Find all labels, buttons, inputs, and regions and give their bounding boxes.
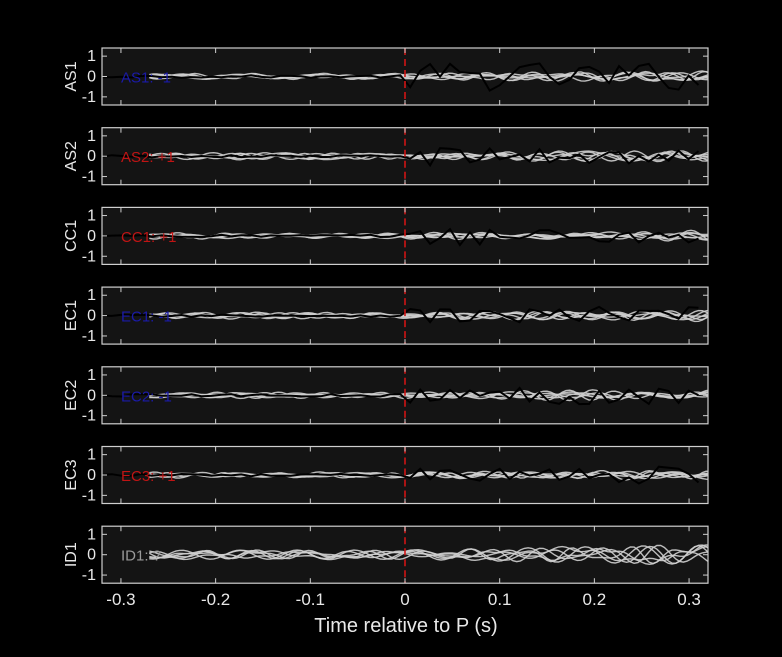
waveform-trace — [102, 386, 699, 406]
station-axis-label: EC1 — [63, 300, 80, 331]
station-axis-label: ID1 — [63, 542, 80, 567]
ensemble-trace — [149, 544, 708, 565]
y-tick-label: 1 — [87, 128, 96, 145]
x-tick-label: 0.2 — [583, 590, 607, 609]
x-tick-label: 0.1 — [488, 590, 512, 609]
x-tick-label: 0.3 — [677, 590, 701, 609]
y-tick-label: 1 — [87, 48, 96, 65]
y-tick-label: -1 — [82, 169, 96, 186]
polarity-label: EC1: -1 — [121, 309, 172, 326]
ensemble-trace — [149, 150, 708, 163]
waveform-trace — [102, 62, 700, 92]
y-tick-label: -1 — [82, 487, 96, 504]
x-tick-label: -0.1 — [296, 590, 325, 609]
ensemble-trace — [148, 544, 708, 565]
y-tick-label: -1 — [82, 248, 96, 265]
x-axis: -0.3 -0.2 -0.1 0 0.1 0.2 0.3 — [106, 590, 701, 609]
y-tick-label: 1 — [87, 367, 96, 384]
polarity-label: AS1: -1 — [121, 70, 171, 87]
x-axis-label: Time relative to P (s) — [314, 615, 497, 637]
waveform-trace — [102, 465, 700, 485]
y-tick-label: 0 — [87, 69, 96, 86]
waveform-trace — [102, 305, 699, 324]
station-axis-label: EC3 — [63, 459, 80, 490]
ensemble-trace — [149, 544, 708, 565]
y-tick-label: 0 — [87, 387, 96, 404]
x-tick-label: 0 — [400, 590, 409, 609]
station-axis-label: EC2 — [63, 380, 80, 411]
y-tick-label: -1 — [82, 89, 96, 106]
y-tick-label: -1 — [82, 328, 96, 345]
station-axis-label: AS2 — [63, 141, 80, 171]
station-axis-label: AS1 — [63, 61, 80, 91]
polarity-label: EC3: +1 — [121, 468, 176, 485]
polarity-label: CC1: +1 — [121, 229, 176, 246]
polarity-label: EC2: -1 — [121, 388, 172, 405]
x-tick-label: -0.2 — [201, 590, 230, 609]
y-tick-label: 0 — [87, 467, 96, 484]
ensemble-trace — [149, 229, 708, 242]
ensemble-trace — [149, 309, 708, 321]
y-tick-label: 0 — [87, 228, 96, 245]
y-tick-label: 0 — [87, 308, 96, 325]
station-axis-label: CC1 — [63, 220, 80, 252]
polarity-label: ID1: ? — [121, 548, 161, 565]
y-tick-label: 1 — [87, 287, 96, 304]
polarity-label: AS2: +1 — [121, 149, 175, 166]
waveform-trace — [102, 227, 699, 247]
y-tick-label: 0 — [87, 547, 96, 564]
ensemble-trace — [149, 72, 708, 81]
y-tick-label: 0 — [87, 148, 96, 165]
y-tick-label: -1 — [82, 567, 96, 584]
y-tick-label: 1 — [87, 447, 96, 464]
y-tick-label: 1 — [87, 208, 96, 225]
y-tick-label: -1 — [82, 408, 96, 425]
waveform-trace — [102, 147, 700, 168]
x-tick-label: -0.3 — [106, 590, 135, 609]
y-tick-label: 1 — [87, 526, 96, 543]
